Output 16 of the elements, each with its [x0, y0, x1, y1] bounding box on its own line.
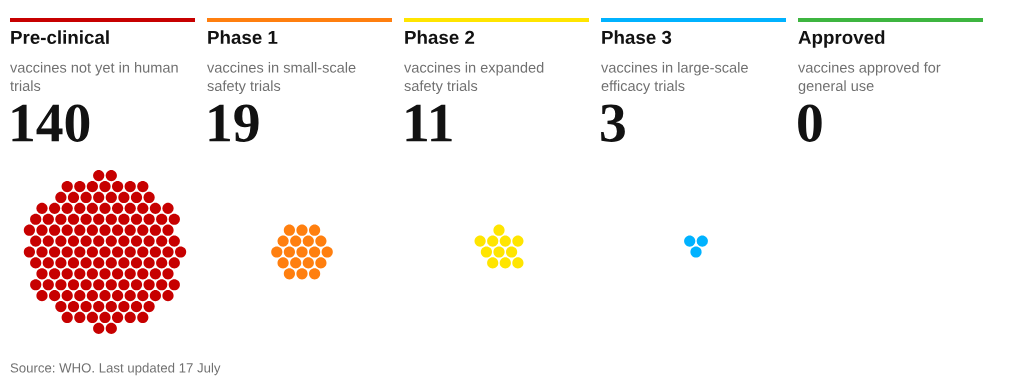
text: vaccines in large-scale efficacy trials	[601, 62, 748, 94]
text: vaccines in expanded safety trials	[404, 62, 544, 94]
category-label: Phase 2	[405, 30, 475, 45]
text: vaccines not yet in human trials	[10, 62, 178, 92]
text: vaccines approved for general use	[798, 62, 941, 94]
data-label: 140	[12, 104, 90, 142]
text: vaccines in small-scale safety trials	[207, 62, 356, 94]
data-label: 0	[798, 104, 822, 142]
category-label: Approved	[798, 30, 885, 48]
category-label: Phase 3	[602, 30, 672, 45]
source-note: Source: WHO. Last updated 17 July	[10, 362, 221, 376]
data-label: 19	[209, 104, 259, 142]
data-label: 3	[601, 104, 625, 142]
category-label: Pre-clinical	[11, 30, 109, 45]
category-label: Phase 1	[208, 30, 278, 45]
data-label: 11	[406, 104, 452, 142]
